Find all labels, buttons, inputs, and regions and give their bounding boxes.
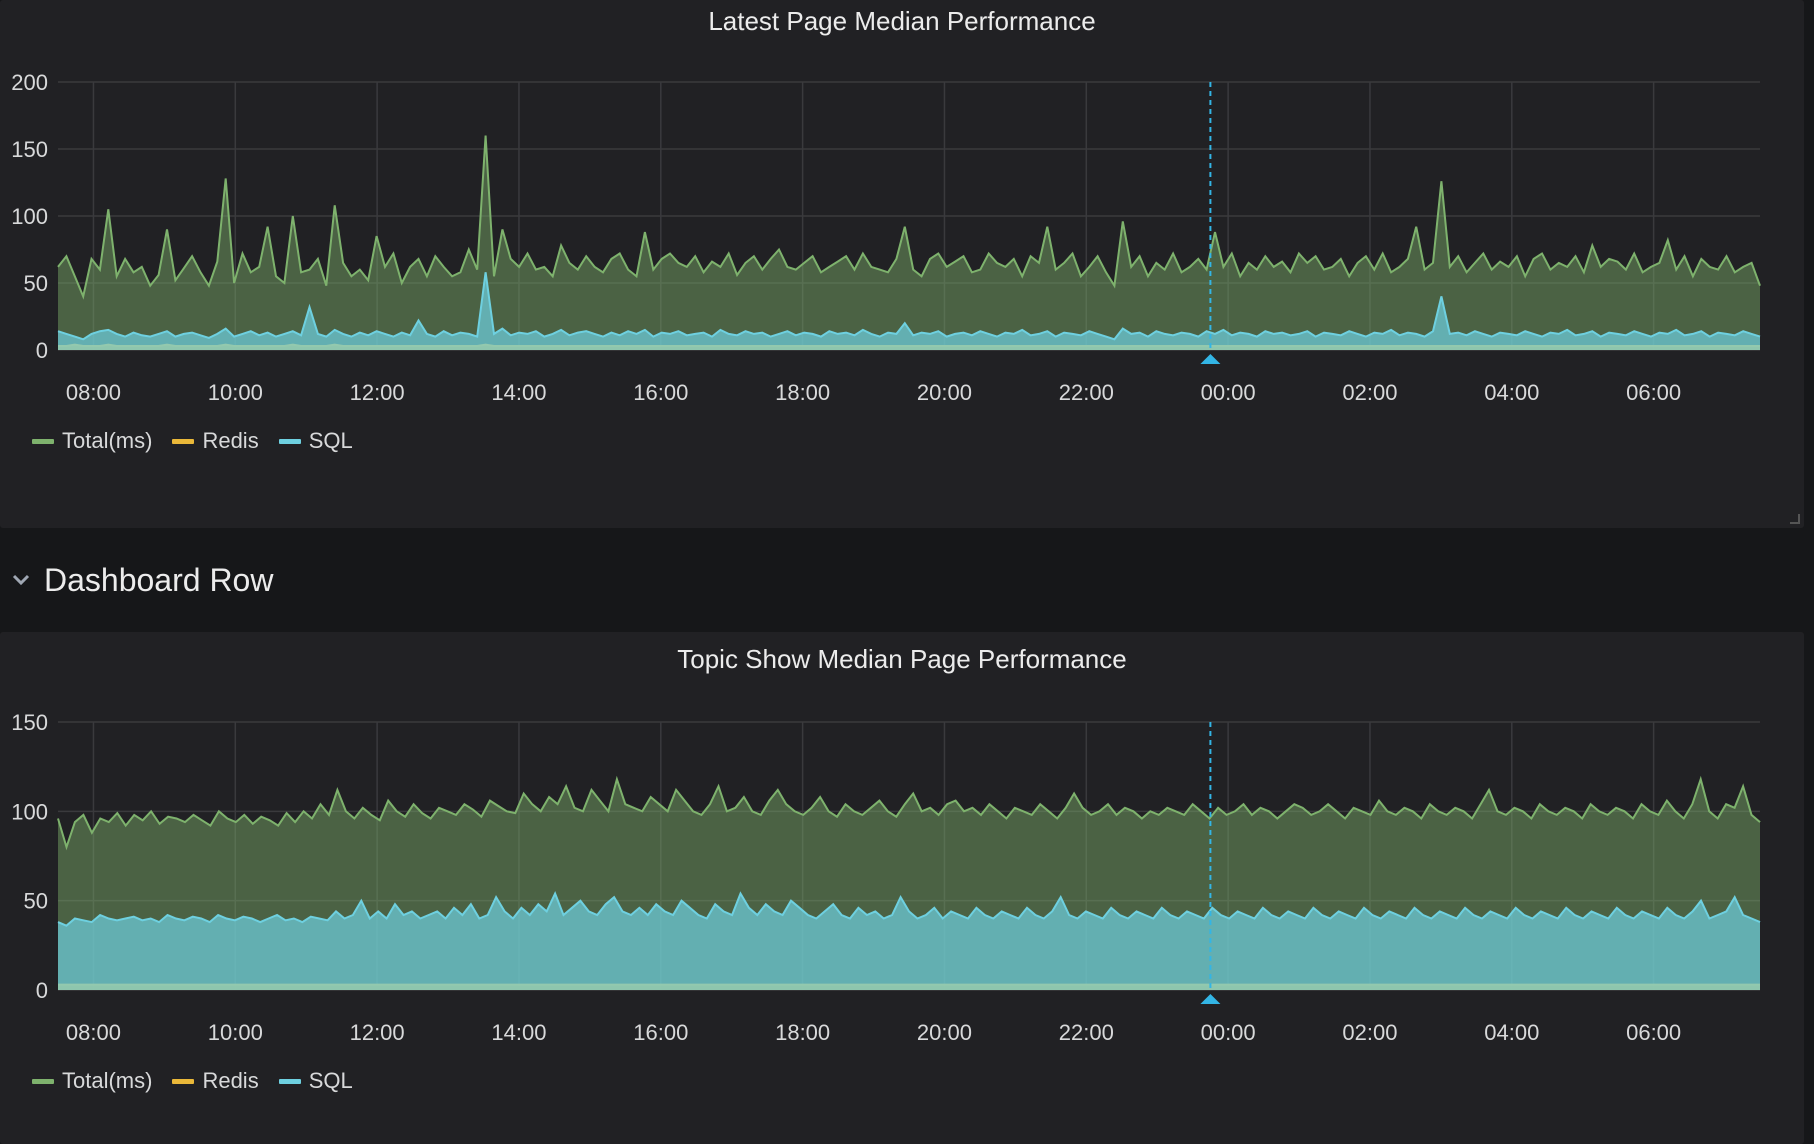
legend-label: Redis: [202, 1068, 259, 1093]
x-tick-label: 22:00: [1059, 1020, 1114, 1045]
crosshair-marker-icon: [1200, 354, 1221, 364]
panel-title[interactable]: Topic Show Median Page Performance: [677, 644, 1127, 674]
y-tick-label: 0: [36, 338, 48, 363]
series-line-total[interactable]: [57, 775, 1761, 851]
legend-item[interactable]: Total(ms): [32, 1068, 152, 1094]
series-line-total[interactable]: [57, 135, 1761, 300]
x-tick-label: 12:00: [350, 380, 405, 405]
x-tick-label: 02:00: [1342, 1020, 1397, 1045]
x-tick-label: 20:00: [917, 380, 972, 405]
legend-label: SQL: [308, 1068, 353, 1093]
y-tick-label: 200: [11, 70, 48, 95]
x-tick-label: 04:00: [1484, 380, 1539, 405]
legend-swatch-icon: [172, 438, 195, 444]
x-tick-label: 08:00: [66, 380, 121, 405]
graph-panel-latest-page[interactable]: Latest Page Median Performance 0 50 100 150…: [0, 0, 1804, 528]
legend-label: Total(ms): [62, 1068, 153, 1093]
x-tick-label: 10:00: [208, 1020, 263, 1045]
crosshair-marker-icon: [1200, 994, 1221, 1004]
x-tick-label: 00:00: [1201, 380, 1256, 405]
dashboard-row-header[interactable]: Dashboard Row: [0, 528, 1814, 632]
graph-legend: Total(ms) Redis SQL: [32, 1068, 353, 1094]
legend-swatch-icon: [32, 1078, 54, 1084]
x-tick-label: 14:00: [491, 1020, 546, 1045]
legend-swatch-icon: [278, 1078, 301, 1084]
graph-chart[interactable]: 0 50 100 150 08:00 10:00 12:00 14:00 16:00 18:00 2…: [0, 632, 1804, 1060]
x-tick-label: 00:00: [1201, 1020, 1256, 1045]
legend-swatch-icon: [278, 438, 301, 444]
chevron-down-icon[interactable]: [10, 569, 32, 591]
legend-swatch-icon: [172, 1078, 195, 1084]
x-tick-label: 06:00: [1626, 380, 1681, 405]
x-tick-label: 06:00: [1626, 1020, 1681, 1045]
series-line-sql[interactable]: [57, 272, 1761, 341]
series-line-sql[interactable]: [57, 890, 1761, 927]
x-tick-label: 02:00: [1342, 380, 1397, 405]
panel-title[interactable]: Latest Page Median Performance: [708, 6, 1096, 36]
resize-handle[interactable]: [1790, 514, 1800, 524]
y-tick-label: 150: [11, 710, 48, 735]
x-tick-label: 10:00: [208, 380, 263, 405]
y-tick-label: 100: [11, 799, 48, 824]
legend-item[interactable]: Redis: [172, 1068, 259, 1094]
x-tick-label: 16:00: [633, 1020, 688, 1045]
legend-item[interactable]: SQL: [278, 1068, 353, 1094]
y-tick-label: 100: [11, 204, 48, 229]
legend-label: SQL: [308, 428, 353, 453]
legend-item[interactable]: Total(ms): [32, 428, 152, 454]
x-tick-label: 20:00: [917, 1020, 972, 1045]
x-tick-label: 16:00: [633, 380, 688, 405]
x-tick-label: 18:00: [775, 1020, 830, 1045]
y-tick-label: 50: [24, 889, 48, 914]
dashboard-row-title[interactable]: Dashboard Row: [44, 561, 274, 598]
x-tick-label: 18:00: [775, 380, 830, 405]
y-tick-label: 50: [24, 271, 48, 296]
legend-item[interactable]: Redis: [172, 428, 259, 454]
x-tick-label: 08:00: [66, 1020, 121, 1045]
graph-chart[interactable]: 0 50 100 150 200 08:00 10:00 12:00 14:00 16:00 18:…: [0, 0, 1804, 420]
y-tick-label: 150: [11, 137, 48, 162]
graph-legend: Total(ms) Redis SQL: [32, 428, 353, 454]
x-tick-label: 22:00: [1059, 380, 1114, 405]
x-tick-label: 04:00: [1484, 1020, 1539, 1045]
legend-label: Redis: [202, 428, 259, 453]
y-tick-label: 0: [36, 978, 48, 1003]
graph-panel-topic-show[interactable]: Topic Show Median Page Performance 0 50 10…: [0, 632, 1804, 1144]
x-tick-label: 14:00: [491, 380, 546, 405]
x-tick-label: 12:00: [350, 1020, 405, 1045]
legend-item[interactable]: SQL: [278, 428, 353, 454]
legend-swatch-icon: [32, 438, 54, 444]
legend-label: Total(ms): [62, 428, 153, 453]
